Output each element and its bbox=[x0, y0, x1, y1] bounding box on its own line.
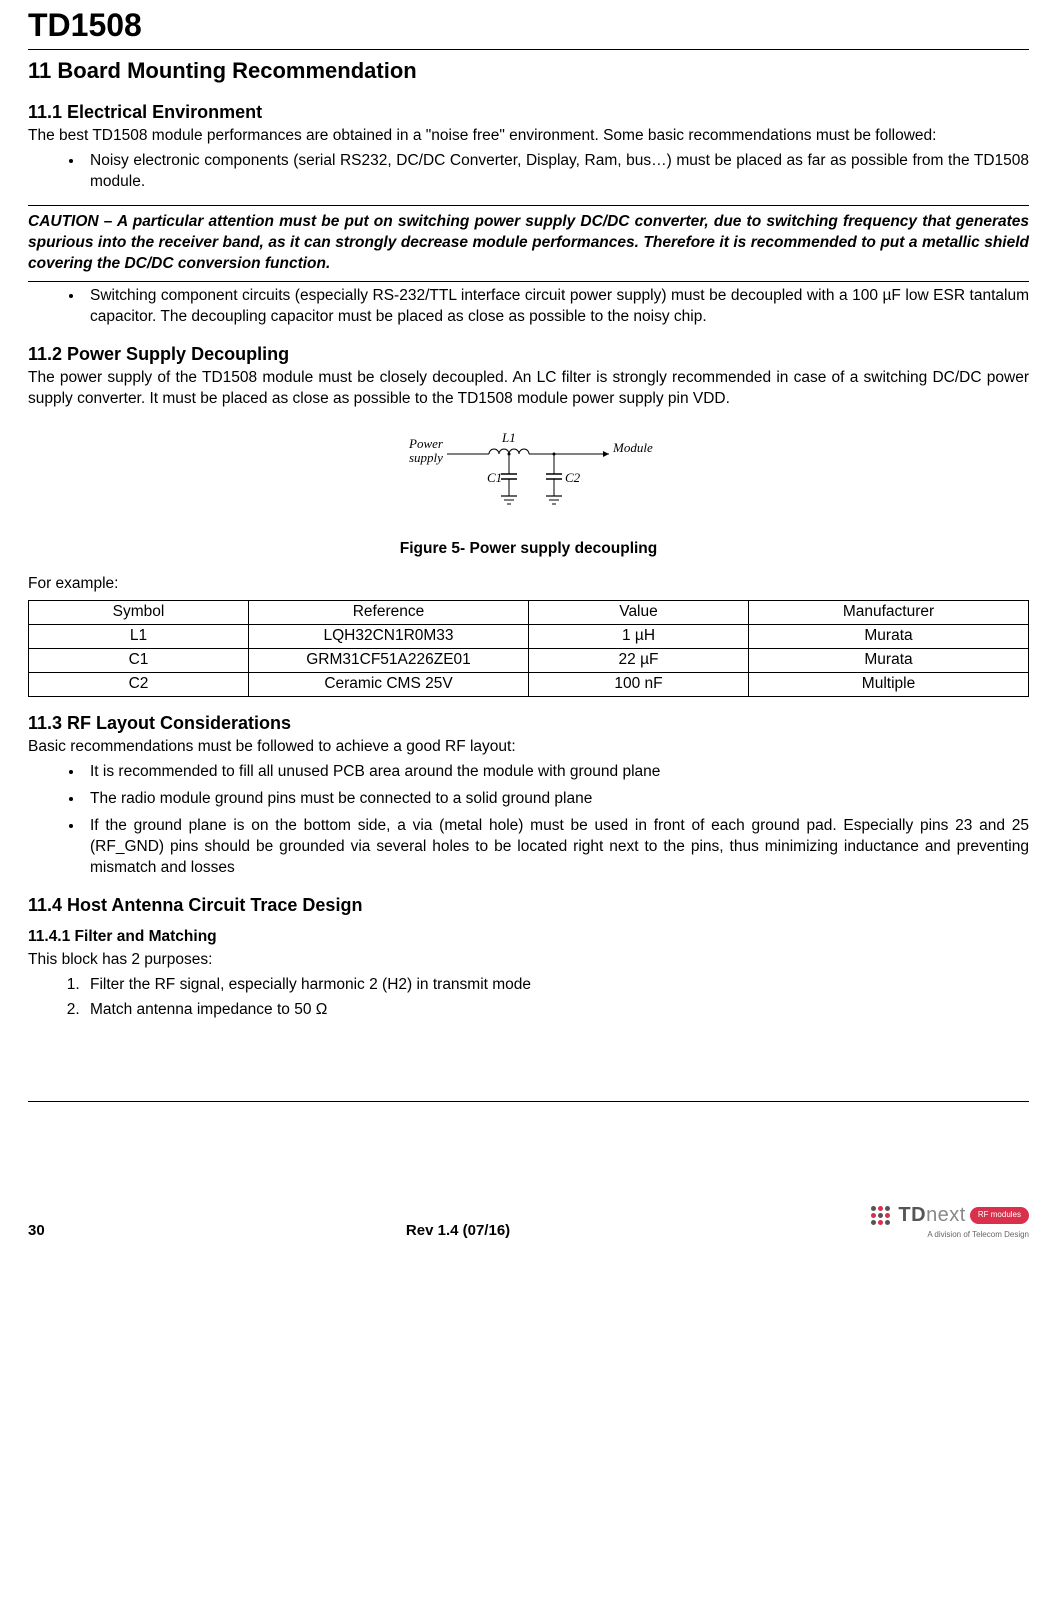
logo-badge: RF modules bbox=[970, 1207, 1029, 1224]
section-heading: 11 Board Mounting Recommendation bbox=[28, 56, 1029, 86]
p-11-2-body: The power supply of the TD1508 module mu… bbox=[28, 368, 1029, 410]
label-C1: C1 bbox=[487, 470, 502, 485]
logo-subtitle: A division of Telecom Design bbox=[871, 1230, 1029, 1241]
title-rule bbox=[28, 49, 1029, 50]
num-11-4-1-b: Match antenna impedance to 50 Ω bbox=[84, 1000, 1029, 1021]
heading-11-4-1: 11.4.1 Filter and Matching bbox=[28, 927, 1029, 948]
heading-11-1: 11.1 Electrical Environment bbox=[28, 100, 1029, 124]
logo-text: TDnext bbox=[898, 1202, 965, 1229]
caution-rule-bottom bbox=[28, 281, 1029, 282]
section-num: 11 bbox=[28, 58, 51, 83]
example-label: For example: bbox=[28, 574, 1029, 595]
bullet-11-3-c: If the ground plane is on the bottom sid… bbox=[84, 816, 1029, 879]
label-module: Module bbox=[612, 440, 653, 455]
bullet-11-1-a: Noisy electronic components (serial RS23… bbox=[84, 151, 1029, 193]
figure-5-caption: Figure 5- Power supply decoupling bbox=[28, 539, 1029, 560]
page-footer: 30 Rev 1.4 (07/16) TDnext RF modules A d… bbox=[28, 1202, 1029, 1251]
p-11-3-intro: Basic recommendations must be followed t… bbox=[28, 737, 1029, 758]
doc-title: TD1508 bbox=[28, 4, 1029, 47]
label-power: Power bbox=[408, 436, 444, 451]
heading-11-4: 11.4 Host Antenna Circuit Trace Design bbox=[28, 893, 1029, 917]
table-header-row: Symbol Reference Value Manufacturer bbox=[29, 601, 1029, 625]
heading-11-3: 11.3 RF Layout Considerations bbox=[28, 711, 1029, 735]
p-11-1-intro: The best TD1508 module performances are … bbox=[28, 126, 1029, 147]
circuit-diagram: Power supply L1 Module C1 C2 bbox=[399, 424, 659, 524]
th-3: Manufacturer bbox=[749, 601, 1029, 625]
logo-dots-icon bbox=[871, 1206, 890, 1225]
caution-text: CAUTION – A particular attention must be… bbox=[28, 212, 1029, 275]
heading-11-2: 11.2 Power Supply Decoupling bbox=[28, 342, 1029, 366]
label-supply: supply bbox=[409, 450, 443, 465]
logo: TDnext RF modules A division of Telecom … bbox=[871, 1202, 1029, 1241]
th-0: Symbol bbox=[29, 601, 249, 625]
th-2: Value bbox=[529, 601, 749, 625]
caution-rule-top bbox=[28, 205, 1029, 206]
revision: Rev 1.4 (07/16) bbox=[406, 1221, 510, 1241]
th-1: Reference bbox=[249, 601, 529, 625]
bullet-11-1-b: Switching component circuits (especially… bbox=[84, 286, 1029, 328]
label-C2: C2 bbox=[565, 470, 581, 485]
label-L1: L1 bbox=[501, 430, 516, 445]
footer-rule bbox=[28, 1101, 1029, 1102]
bullet-11-3-a: It is recommended to fill all unused PCB… bbox=[84, 762, 1029, 783]
table-row: C1 GRM31CF51A226ZE01 22 µF Murata bbox=[29, 649, 1029, 673]
table-row: C2 Ceramic CMS 25V 100 nF Multiple bbox=[29, 673, 1029, 697]
page-number: 30 bbox=[28, 1221, 45, 1241]
num-11-4-1-a: Filter the RF signal, especially harmoni… bbox=[84, 975, 1029, 996]
p-11-4-1-intro: This block has 2 purposes: bbox=[28, 950, 1029, 971]
table-row: L1 LQH32CN1R0M33 1 µH Murata bbox=[29, 625, 1029, 649]
bullet-11-3-b: The radio module ground pins must be con… bbox=[84, 789, 1029, 810]
section-title: Board Mounting Recommendation bbox=[57, 58, 416, 83]
components-table: Symbol Reference Value Manufacturer L1 L… bbox=[28, 600, 1029, 697]
figure-5: Power supply L1 Module C1 C2 bbox=[28, 424, 1029, 531]
